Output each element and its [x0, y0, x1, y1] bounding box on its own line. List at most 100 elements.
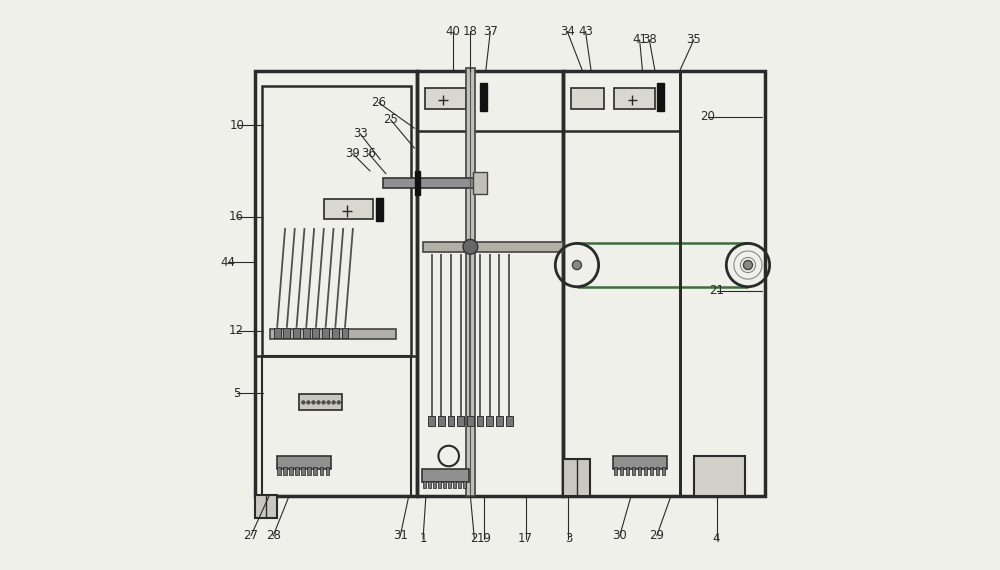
Bar [277, 456, 331, 469]
Bar [270, 329, 396, 339]
Circle shape [463, 239, 478, 254]
Bar [326, 467, 329, 475]
Text: 44: 44 [220, 256, 235, 268]
Bar [332, 328, 339, 338]
Bar [613, 456, 667, 469]
Bar [428, 481, 431, 488]
Text: 25: 25 [383, 113, 398, 126]
Bar [417, 71, 563, 131]
Bar [453, 481, 456, 488]
Text: 43: 43 [578, 25, 593, 38]
Bar [322, 328, 329, 338]
Bar [295, 467, 299, 475]
Bar [301, 467, 305, 475]
Text: 21: 21 [709, 284, 724, 297]
Bar [320, 467, 323, 475]
Text: 26: 26 [371, 96, 386, 109]
Bar [289, 467, 293, 475]
Text: 27: 27 [243, 530, 258, 542]
Bar [657, 83, 664, 111]
Bar [376, 198, 383, 221]
Bar [428, 416, 435, 426]
Bar [293, 328, 300, 338]
Bar [620, 467, 623, 475]
Circle shape [317, 401, 320, 404]
Bar [662, 467, 665, 475]
Bar [563, 71, 765, 496]
Bar [422, 469, 469, 482]
Circle shape [307, 401, 310, 404]
Bar [324, 200, 373, 219]
Text: 33: 33 [353, 128, 368, 140]
Bar [443, 481, 446, 488]
Bar [283, 467, 287, 475]
Text: 37: 37 [483, 25, 498, 38]
Bar [415, 171, 420, 195]
Bar [423, 481, 426, 488]
Bar [303, 328, 310, 338]
Bar [473, 172, 487, 194]
Bar [438, 481, 441, 488]
Bar [299, 394, 342, 410]
Text: 3: 3 [565, 532, 572, 545]
Bar [656, 467, 659, 475]
Circle shape [337, 401, 340, 404]
Text: 35: 35 [686, 34, 701, 46]
Text: 4: 4 [713, 532, 720, 545]
Circle shape [302, 401, 305, 404]
Bar [448, 416, 454, 426]
Text: 10: 10 [229, 119, 244, 132]
Bar [274, 328, 281, 338]
Bar [417, 71, 563, 496]
Bar [307, 467, 311, 475]
Text: 28: 28 [266, 530, 281, 542]
Bar [506, 416, 513, 426]
Text: 39: 39 [346, 148, 360, 160]
Bar [467, 416, 474, 426]
Bar [563, 71, 680, 131]
Bar [448, 481, 451, 488]
Text: 31: 31 [393, 530, 408, 542]
Bar [255, 71, 417, 496]
Bar [614, 467, 617, 475]
Text: 34: 34 [560, 25, 575, 38]
Circle shape [327, 401, 330, 404]
Bar [480, 83, 487, 111]
Bar [277, 467, 281, 475]
Bar [423, 242, 563, 252]
Bar [644, 467, 647, 475]
Bar [438, 416, 445, 426]
Text: 2: 2 [471, 532, 478, 545]
Text: 19: 19 [477, 532, 492, 545]
Bar [680, 71, 765, 496]
Circle shape [743, 260, 753, 270]
Text: 5: 5 [233, 387, 240, 400]
Bar [457, 416, 464, 426]
Text: 16: 16 [229, 210, 244, 223]
Text: 30: 30 [612, 530, 627, 542]
Text: 36: 36 [361, 148, 376, 160]
Bar [486, 416, 493, 426]
Text: 29: 29 [649, 530, 664, 542]
Circle shape [332, 401, 335, 404]
Bar [496, 416, 503, 426]
Bar [563, 459, 590, 496]
Bar [255, 495, 277, 518]
Bar [458, 481, 461, 488]
Text: 1: 1 [419, 532, 427, 545]
Text: 17: 17 [518, 532, 533, 545]
Bar [466, 68, 475, 496]
Circle shape [312, 401, 315, 404]
Bar [433, 481, 436, 488]
Text: 18: 18 [463, 25, 478, 38]
Bar [262, 86, 411, 356]
Bar [283, 328, 290, 338]
Bar [638, 467, 641, 475]
Bar [383, 178, 477, 188]
Text: 41: 41 [632, 34, 647, 46]
Text: 20: 20 [701, 111, 715, 123]
Bar [477, 416, 483, 426]
Bar [312, 328, 319, 338]
Bar [571, 88, 604, 109]
Bar [463, 481, 466, 488]
